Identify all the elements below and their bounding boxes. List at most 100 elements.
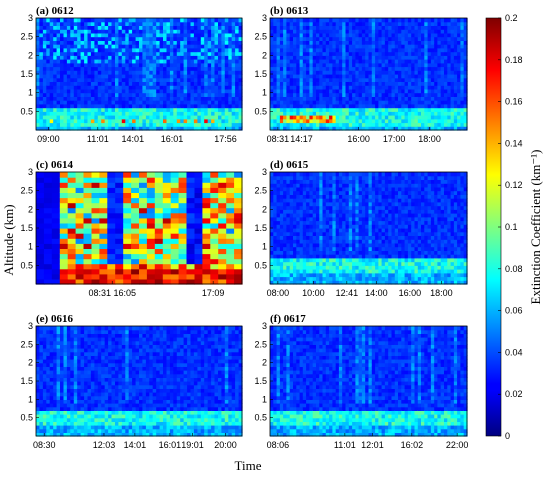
heatmap-cell bbox=[345, 194, 350, 199]
heatmap-cell bbox=[417, 32, 422, 38]
heatmap-cell bbox=[235, 36, 240, 41]
heatmap-cell bbox=[125, 70, 130, 75]
heatmap-cell bbox=[276, 276, 281, 281]
heatmap-cell bbox=[384, 88, 389, 94]
heatmap-cell bbox=[312, 118, 317, 124]
heatmap-cell bbox=[283, 92, 287, 97]
heatmap-cell bbox=[178, 263, 188, 270]
heatmap-cell bbox=[224, 70, 229, 75]
heatmap-cell bbox=[345, 118, 350, 124]
heatmap-cell bbox=[186, 273, 195, 280]
heatmap-cell bbox=[276, 29, 281, 34]
heatmap-cell bbox=[101, 115, 106, 120]
heatmap-cell bbox=[286, 107, 291, 112]
heatmap-cell bbox=[342, 261, 347, 266]
heatmap-cell bbox=[210, 248, 219, 255]
heatmap-cell bbox=[170, 217, 180, 224]
heatmap-cell bbox=[273, 62, 278, 68]
heatmap-cell bbox=[352, 77, 356, 82]
heatmap-cell bbox=[325, 70, 330, 75]
heatmap-cell bbox=[276, 66, 281, 71]
heatmap-cell bbox=[355, 111, 360, 116]
heatmap-cell bbox=[84, 126, 89, 131]
heatmap-cell bbox=[108, 111, 113, 116]
heatmap-cell bbox=[338, 103, 343, 109]
heatmap-cell bbox=[84, 85, 89, 90]
heatmap-cell bbox=[170, 258, 180, 265]
heatmap-cell bbox=[368, 111, 373, 116]
heatmap-cell bbox=[214, 122, 219, 127]
heatmap-cell bbox=[173, 126, 178, 131]
heatmap-cell bbox=[145, 70, 150, 75]
heatmap-cell bbox=[394, 77, 399, 82]
heatmap-cell bbox=[270, 183, 274, 188]
heatmap-cell bbox=[218, 92, 222, 97]
heatmap-cell bbox=[202, 192, 211, 199]
heatmap-cell bbox=[404, 36, 409, 41]
heatmap-cell bbox=[173, 44, 178, 49]
heatmap-cell bbox=[342, 205, 347, 210]
heatmap-cell bbox=[170, 207, 180, 214]
heatmap-cell bbox=[279, 118, 284, 124]
heatmap-cell bbox=[183, 77, 188, 82]
heatmap-cell bbox=[388, 118, 393, 124]
heatmap-cell bbox=[194, 263, 203, 270]
heatmap-cell bbox=[123, 263, 132, 270]
heatmap-cell bbox=[111, 111, 116, 116]
heatmap-cell bbox=[306, 172, 310, 177]
heatmap-cell bbox=[299, 250, 304, 255]
heatmap-cell bbox=[414, 44, 419, 49]
heatmap-cell bbox=[434, 62, 439, 68]
heatmap-cell bbox=[309, 269, 314, 274]
heatmap-cell bbox=[329, 126, 333, 131]
heatmap-cell bbox=[149, 18, 154, 23]
heatmap-cell bbox=[424, 47, 429, 53]
heatmap-cell bbox=[279, 25, 284, 30]
heatmap-cell bbox=[231, 85, 236, 90]
heatmap-cell bbox=[173, 88, 178, 94]
heatmap-cell bbox=[142, 115, 147, 120]
heatmap-cell bbox=[270, 224, 274, 229]
heatmap-cell bbox=[332, 213, 337, 218]
heatmap-cell bbox=[371, 21, 376, 26]
heatmap-cell bbox=[197, 100, 202, 105]
heatmap-cell bbox=[352, 111, 356, 116]
heatmap-cell bbox=[66, 115, 71, 120]
heatmap-cell bbox=[163, 107, 167, 112]
heatmap-cell bbox=[228, 115, 233, 120]
heatmap-cell bbox=[312, 25, 317, 30]
heatmap-cell bbox=[159, 88, 164, 94]
heatmap-cell bbox=[404, 107, 409, 112]
heatmap-cell bbox=[371, 74, 376, 79]
heatmap-cell bbox=[342, 280, 347, 285]
heatmap-cell bbox=[286, 239, 291, 244]
heatmap-cell bbox=[348, 231, 353, 236]
heatmap-cell bbox=[411, 85, 416, 90]
heatmap-cell bbox=[145, 32, 150, 38]
heatmap-cell bbox=[67, 248, 77, 255]
heatmap-cell bbox=[398, 59, 402, 64]
heatmap-cell bbox=[293, 18, 297, 23]
heatmap-cell bbox=[384, 29, 389, 34]
heatmap-cell bbox=[169, 29, 174, 34]
heatmap-cell bbox=[170, 228, 180, 234]
heatmap-cell bbox=[36, 126, 40, 131]
heatmap-cell bbox=[101, 118, 106, 124]
heatmap-cell bbox=[91, 207, 100, 214]
heatmap-cell bbox=[200, 21, 205, 26]
heatmap-cell bbox=[111, 36, 116, 41]
heatmap-cell bbox=[53, 118, 58, 124]
heatmap-cell bbox=[273, 103, 278, 109]
heatmap-cell bbox=[312, 186, 317, 192]
heatmap-cell bbox=[56, 100, 61, 105]
heatmap-cell bbox=[101, 107, 106, 112]
heatmap-cell bbox=[296, 201, 301, 207]
heatmap-cell bbox=[273, 198, 278, 203]
heatmap-cell bbox=[145, 96, 150, 101]
heatmap-cell bbox=[276, 228, 281, 233]
heatmap-cell bbox=[162, 253, 172, 260]
heatmap-cell bbox=[407, 115, 412, 120]
heatmap-cell bbox=[430, 107, 435, 112]
heatmap-cell bbox=[59, 187, 69, 193]
heatmap-cell bbox=[424, 118, 429, 124]
